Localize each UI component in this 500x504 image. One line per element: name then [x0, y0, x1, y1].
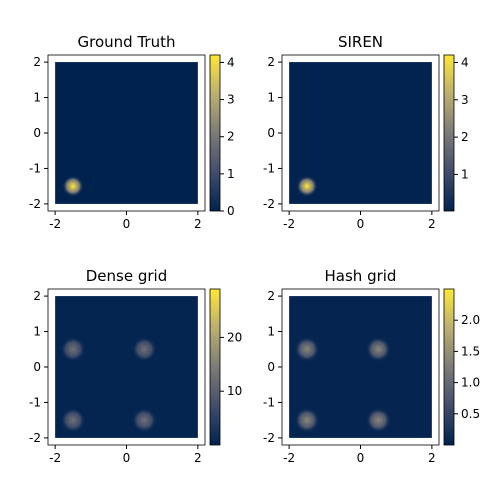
colorbar-tick-label: 2 — [461, 130, 469, 144]
colorbar-tick-label: 10 — [227, 384, 242, 398]
colorbar-tick-label: 20 — [227, 330, 242, 344]
colorbar-tick-label: 4 — [461, 55, 469, 69]
subplot: SIREN -2 0 2 -2 -1 0 1 2 1 2 3 4 — [263, 33, 469, 231]
x-tick-label: 2 — [194, 217, 202, 231]
y-tick-label: 2 — [33, 289, 41, 303]
peak — [365, 336, 391, 362]
colorbar — [443, 54, 455, 212]
subplot-title: SIREN — [338, 33, 383, 51]
colorbar-tick-label: 3 — [461, 93, 469, 107]
subplot: Hash grid -2 0 2 -2 -1 0 1 2 0.5 1.0 1.5 2.0 — [263, 267, 480, 465]
colorbar — [443, 288, 455, 446]
y-tick-label: -1 — [263, 395, 275, 409]
peak — [294, 336, 320, 362]
x-tick-label: 0 — [357, 217, 365, 231]
subplot-title: Dense grid — [86, 267, 167, 285]
x-tick-label: 2 — [194, 451, 202, 465]
subplot-title: Ground Truth — [78, 33, 176, 51]
colorbar — [209, 288, 221, 446]
y-tick-label: -2 — [29, 431, 41, 445]
x-tick-label: -2 — [49, 217, 61, 231]
y-tick-label: 1 — [267, 325, 275, 339]
subplot: Dense grid -2 0 2 -2 -1 0 1 2 10 20 — [29, 267, 242, 465]
x-tick-label: 0 — [123, 451, 131, 465]
y-tick-label: 1 — [267, 91, 275, 105]
colorbar-tick-label: 1 — [461, 167, 469, 181]
colorbar-tick-label: 2 — [227, 130, 235, 144]
colorbar-tick-label: 1 — [227, 167, 235, 181]
colorbar-tick-label: 3 — [227, 93, 235, 107]
x-tick-label: 2 — [428, 451, 436, 465]
y-tick-label: 1 — [33, 91, 41, 105]
colorbar-tick-label: 1.5 — [461, 344, 480, 358]
x-tick-label: -2 — [283, 451, 295, 465]
subplot-title: Hash grid — [325, 267, 397, 285]
peak — [296, 175, 318, 197]
y-tick-label: -1 — [29, 161, 41, 175]
y-tick-label: -1 — [29, 395, 41, 409]
colorbar-tick-label: 1.0 — [461, 376, 480, 390]
y-tick-label: 2 — [33, 55, 41, 69]
colorbar-tick-label: 2.0 — [461, 313, 480, 327]
y-tick-label: 1 — [33, 325, 41, 339]
peak — [131, 407, 157, 433]
peak — [294, 407, 320, 433]
colorbar-tick-label: 0 — [227, 204, 235, 218]
colorbar-tick-label: 4 — [227, 55, 235, 69]
y-tick-label: 0 — [267, 360, 275, 374]
y-tick-label: 0 — [33, 126, 41, 140]
peak — [62, 175, 84, 197]
y-tick-label: -1 — [263, 161, 275, 175]
y-tick-label: 2 — [267, 289, 275, 303]
subplot: Ground Truth -2 0 2 -2 -1 0 1 2 0 1 2 3 4 — [29, 33, 235, 231]
colorbar-tick-label: 0.5 — [461, 407, 480, 421]
x-tick-label: 0 — [123, 217, 131, 231]
peak — [365, 407, 391, 433]
x-tick-label: 0 — [357, 451, 365, 465]
colorbar — [209, 54, 221, 212]
y-tick-label: 0 — [33, 360, 41, 374]
y-tick-label: 2 — [267, 55, 275, 69]
peak — [60, 407, 86, 433]
x-tick-label: 2 — [428, 217, 436, 231]
y-tick-label: -2 — [263, 431, 275, 445]
x-tick-label: -2 — [49, 451, 61, 465]
peak — [131, 336, 157, 362]
y-tick-label: 0 — [267, 126, 275, 140]
x-tick-label: -2 — [283, 217, 295, 231]
peak — [60, 336, 86, 362]
y-tick-label: -2 — [29, 197, 41, 211]
y-tick-label: -2 — [263, 197, 275, 211]
